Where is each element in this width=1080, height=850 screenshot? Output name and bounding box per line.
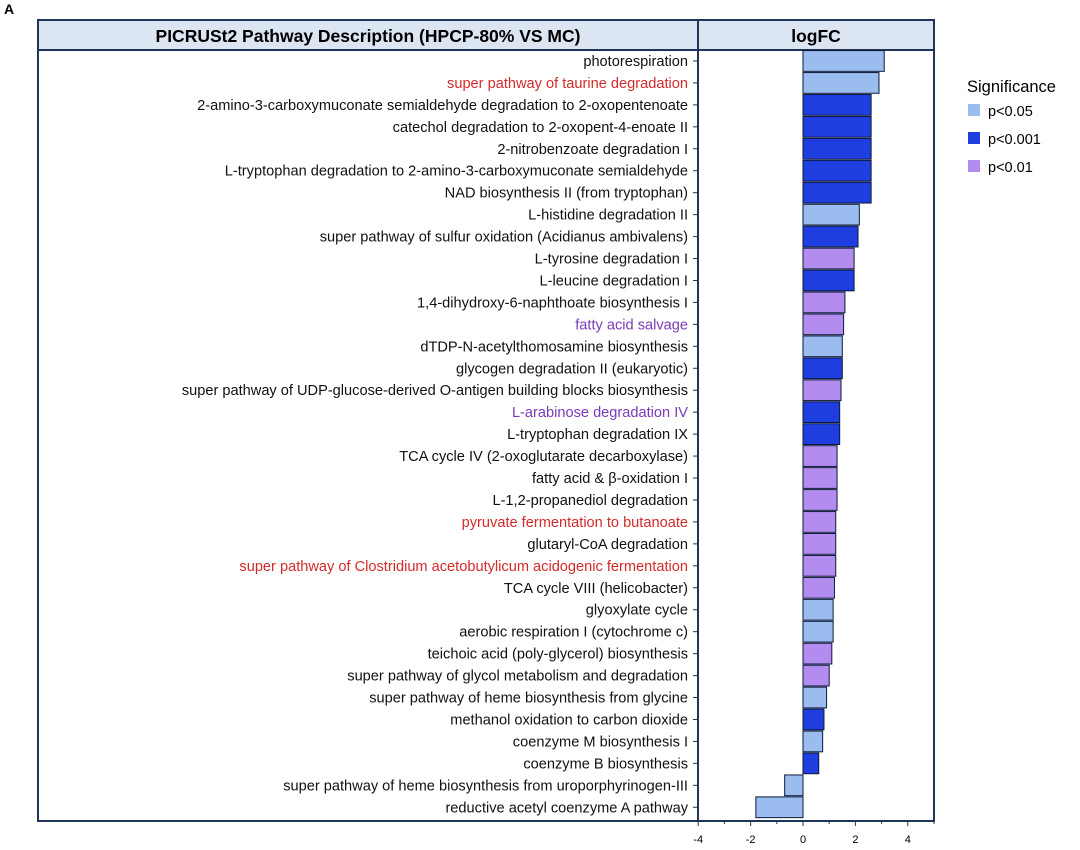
row-label: methanol oxidation to carbon dioxide: [450, 712, 688, 728]
bar: [802, 181, 872, 204]
bar: [802, 203, 860, 226]
row-label: pyruvate fermentation to butanoate: [462, 515, 688, 531]
bar: [802, 357, 843, 380]
right-header-title: logFC: [791, 26, 841, 46]
row-label: L-tryptophan degradation IX: [507, 427, 688, 443]
row-label: L-leucine degradation I: [540, 273, 688, 289]
bar: [802, 335, 843, 358]
bar: [755, 796, 804, 819]
bar: [802, 642, 833, 665]
row-label: super pathway of glycol metabolism and d…: [347, 669, 688, 685]
bar: [802, 533, 837, 555]
x-tick-label: -2: [746, 834, 756, 846]
bar: [802, 730, 824, 753]
bar: [802, 664, 830, 687]
bar: [802, 708, 825, 731]
row-label: glyoxylate cycle: [586, 603, 688, 619]
row-label: L-arabinose degradation IV: [512, 405, 688, 421]
left-header-title: PICRUSt2 Pathway Description (HPCP-80% V…: [156, 26, 581, 46]
legend-title: Significance: [967, 78, 1056, 96]
x-axis: -4 -2 0 2 4: [693, 821, 935, 846]
row-label: super pathway of taurine degradation: [447, 76, 688, 92]
row-label: TCA cycle IV (2-oxoglutarate decarboxyla…: [399, 449, 688, 465]
row-label: glutaryl-CoA degradation: [527, 537, 688, 553]
bar: [802, 576, 835, 599]
row-label: TCA cycle VIII (helicobacter): [504, 581, 688, 597]
legend-label-p001: p<0.01: [988, 160, 1033, 176]
bar: [802, 379, 842, 402]
row-label: reductive acetyl coenzyme A pathway: [445, 800, 688, 816]
x-tick-label: 2: [852, 834, 858, 846]
bar: [802, 467, 838, 489]
row-label: super pathway of UDP-glucose-derived O-a…: [182, 383, 688, 399]
row-label: fatty acid salvage: [575, 317, 688, 333]
row-label: 2-nitrobenzoate degradation I: [497, 142, 688, 158]
x-tick-label: 4: [905, 834, 911, 846]
row-label: L-1,2-propanediol degradation: [492, 493, 688, 509]
x-tick-label: 0: [800, 834, 806, 846]
row-label: catechol degradation to 2-oxopent-4-enoa…: [393, 120, 688, 136]
legend-swatch-p0001: [968, 132, 980, 144]
bar: [802, 115, 872, 138]
bar: [802, 94, 872, 116]
bar: [802, 423, 841, 445]
row-label: dTDP-N-acetylthomosamine biosynthesis: [420, 339, 688, 355]
panel-label: A: [4, 1, 14, 17]
legend-swatch-p005: [968, 104, 980, 116]
bar: [802, 72, 880, 94]
bar: [802, 598, 834, 621]
legend-label-p0001: p<0.001: [988, 132, 1041, 148]
left-header-cell: [37, 19, 699, 51]
row-label: L-tryptophan degradation to 2-amino-3-ca…: [225, 164, 688, 180]
bar: [802, 225, 859, 248]
row-label: NAD biosynthesis II (from tryptophan): [445, 186, 688, 202]
bar: [802, 50, 885, 72]
bars-panel: [697, 49, 935, 822]
bar: [802, 620, 834, 643]
legend-label-p005: p<0.05: [988, 104, 1033, 120]
bar: [802, 752, 820, 775]
row-label: super pathway of heme biosynthesis from …: [283, 778, 688, 794]
row-label: coenzyme B biosynthesis: [523, 756, 688, 772]
row-label: fatty acid & β-oxidation I: [532, 471, 688, 487]
row-label: 1,4-dihydroxy-6-naphthoate biosynthesis …: [417, 295, 688, 311]
bar: [802, 445, 838, 467]
bar: [802, 401, 841, 424]
bar: [802, 137, 872, 160]
row-label: teichoic acid (poly-glycerol) biosynthes…: [428, 647, 688, 663]
bar: [802, 489, 838, 511]
legend: Significance p<0.05 p<0.001 p<0.01: [967, 78, 1056, 176]
bar: [802, 686, 828, 709]
bar: [802, 291, 846, 314]
bar: [802, 159, 872, 182]
bar: [784, 774, 804, 797]
bar: [802, 313, 845, 336]
row-label: coenzyme M biosynthesis I: [513, 734, 688, 750]
bars: [755, 50, 885, 819]
row-label: super pathway of sulfur oxidation (Acidi…: [320, 230, 688, 246]
bar: [802, 554, 837, 577]
row-label: L-tyrosine degradation I: [535, 252, 688, 268]
bar: [802, 247, 855, 270]
bar: [802, 269, 855, 292]
row-label: super pathway of Clostridium acetobutyli…: [239, 559, 688, 575]
row-label: photorespiration: [583, 54, 688, 70]
row-label: 2-amino-3-carboxymuconate semialdehyde d…: [197, 98, 688, 114]
row-labels: photorespiration super pathway of taurine…: [182, 54, 698, 816]
row-label: super pathway of heme biosynthesis from …: [369, 691, 688, 707]
row-label: L-histidine degradation II: [528, 208, 688, 224]
legend-swatch-p001: [968, 160, 980, 172]
row-label: aerobic respiration I (cytochrome c): [459, 625, 688, 641]
row-label: glycogen degradation II (eukaryotic): [456, 361, 688, 377]
bar: [802, 511, 837, 533]
x-tick-label: -4: [693, 834, 703, 846]
